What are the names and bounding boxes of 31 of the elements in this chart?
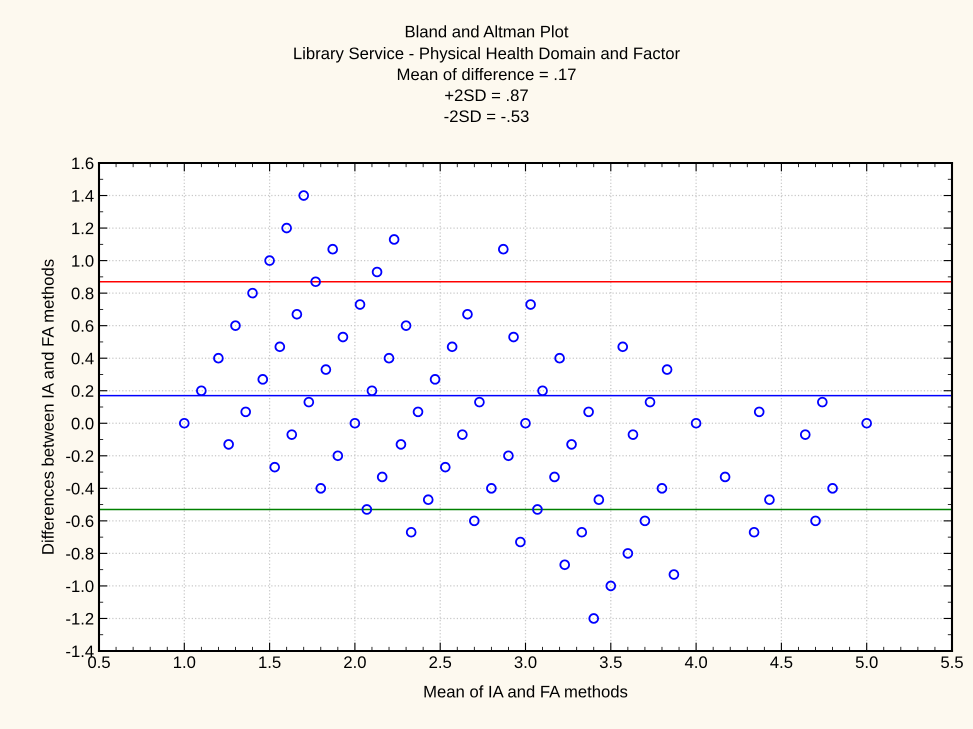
y-tick-label: 0.6	[72, 320, 94, 332]
y-tick-label: 0.2	[72, 385, 94, 397]
chart-title: Bland and Altman Plot	[406, 25, 568, 38]
y-tick-label: 1.6	[72, 157, 94, 170]
x-axis-title: Mean of IA and FA methods	[424, 685, 628, 698]
x-tick-label: 0.5	[88, 656, 110, 668]
x-tick-label: 5.0	[856, 656, 878, 668]
x-tick-label: 3.0	[514, 656, 536, 668]
x-tick-label: 1.0	[174, 656, 196, 668]
y-tick-label: 1.0	[72, 255, 94, 267]
x-tick-label: 2.0	[344, 656, 366, 668]
y-tick-label: -0.2	[66, 450, 94, 462]
y-tick-label: -1.0	[66, 580, 94, 592]
y-axis-title: Differences between IA and FA methods	[42, 259, 54, 554]
y-tick-label: -1.2	[66, 612, 94, 625]
y-tick-label: 1.4	[72, 190, 94, 202]
chart-subtitle: Library Service - Physical Health Domain and Factor Mean of difference = .17 +2SD = .87 -2SD = -.53	[294, 47, 680, 122]
y-tick-label: 0.4	[72, 352, 94, 364]
x-tick-label: 1.5	[259, 656, 280, 668]
y-tick-label: 1.2	[72, 222, 94, 234]
x-tick-label: 2.5	[429, 656, 452, 668]
y-tick-label: -0.6	[66, 515, 94, 528]
x-tick-label: 5.5	[941, 656, 963, 668]
y-tick-label: 0.8	[72, 288, 94, 300]
y-tick-label: 0.0	[72, 418, 94, 430]
x-tick-label: 4.0	[684, 656, 708, 668]
x-tick-label: 4.5	[770, 656, 792, 668]
y-tick-label: -0.4	[66, 482, 94, 495]
x-tick-label: 3.5	[600, 656, 622, 668]
y-tick-label: -1.4	[66, 646, 94, 658]
y-tick-label: -0.8	[66, 548, 94, 560]
